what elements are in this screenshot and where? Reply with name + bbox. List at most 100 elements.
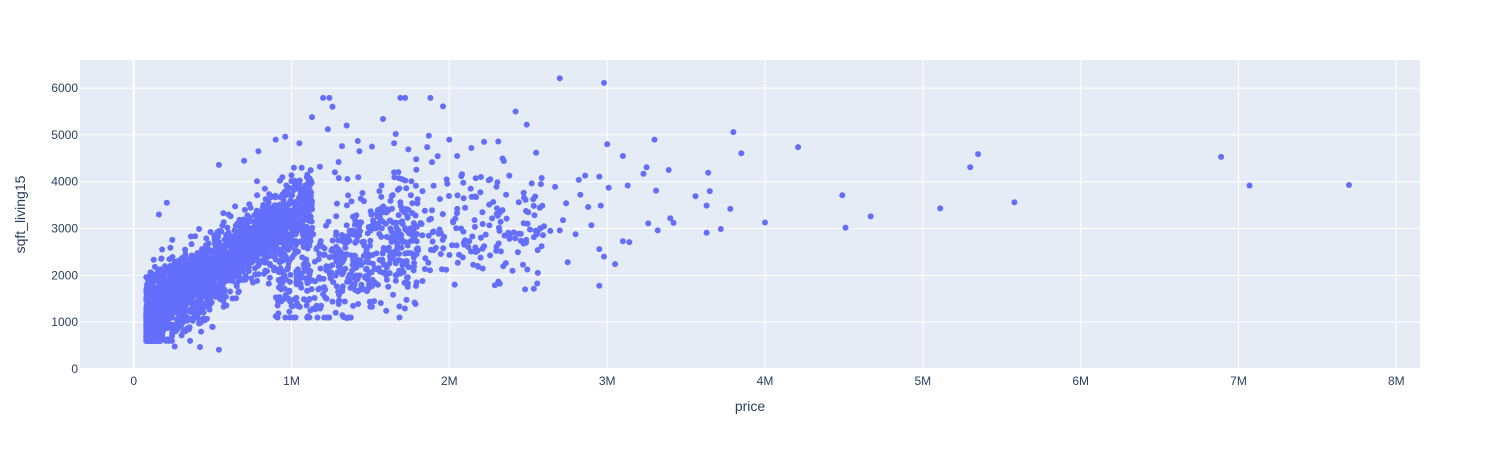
scatter-point bbox=[619, 238, 626, 245]
scatter-point bbox=[479, 221, 486, 227]
scatter-point bbox=[401, 305, 408, 312]
scatter-point bbox=[197, 300, 204, 307]
scatter-point bbox=[403, 296, 410, 303]
scatter-point bbox=[376, 188, 383, 195]
scatter-point bbox=[413, 251, 420, 258]
scatter-point bbox=[351, 281, 358, 288]
scatter-point bbox=[392, 272, 399, 279]
scatter-point bbox=[183, 265, 190, 272]
scatter-point bbox=[762, 219, 768, 226]
scatter-point bbox=[304, 217, 311, 224]
scatter-point bbox=[297, 220, 304, 227]
scatter-point bbox=[258, 227, 264, 233]
scatter-point bbox=[160, 300, 167, 307]
scatter-point bbox=[279, 269, 286, 276]
scatter-point bbox=[295, 198, 301, 204]
scatter-point bbox=[357, 257, 363, 264]
scatter-point bbox=[284, 266, 291, 273]
scatter-point bbox=[296, 303, 303, 310]
scatter-point bbox=[249, 259, 256, 266]
scatter-point bbox=[509, 267, 516, 274]
scatter-point bbox=[506, 235, 513, 242]
scatter-point bbox=[397, 199, 404, 206]
scatter-point bbox=[242, 250, 249, 257]
scatter-point bbox=[156, 305, 163, 312]
scatter-point bbox=[298, 164, 305, 171]
scatter-point bbox=[265, 199, 272, 206]
scatter-point bbox=[369, 283, 375, 290]
scatter-point bbox=[189, 317, 196, 324]
scatter-point bbox=[384, 206, 391, 213]
scatter-point bbox=[283, 230, 290, 237]
scatter-point bbox=[366, 242, 373, 249]
scatter-point bbox=[224, 224, 231, 231]
scatter-point bbox=[369, 277, 376, 283]
scatter-point bbox=[367, 237, 374, 244]
scatter-point bbox=[204, 315, 210, 322]
scatter-point bbox=[256, 258, 262, 264]
scatter-point bbox=[223, 241, 229, 248]
scatter-point bbox=[171, 343, 178, 350]
scatter-point bbox=[291, 182, 298, 189]
scatter-point bbox=[287, 243, 294, 250]
scatter-point bbox=[205, 256, 212, 263]
scatter-point bbox=[414, 245, 421, 252]
scatter-point bbox=[405, 207, 412, 213]
scatter-point bbox=[209, 323, 216, 330]
scatter-point bbox=[538, 243, 545, 250]
scatter-point bbox=[421, 207, 428, 214]
scatter-point bbox=[413, 156, 420, 163]
y-tick-labels: 0 1000 2000 3000 4000 5000 6000 bbox=[51, 81, 78, 376]
scatter-point bbox=[299, 209, 306, 215]
scatter-point bbox=[523, 121, 530, 128]
scatter-point bbox=[148, 323, 155, 330]
scatter-point bbox=[317, 238, 324, 245]
scatter-point bbox=[408, 250, 415, 257]
scatter-point bbox=[374, 207, 381, 213]
scatter-point bbox=[454, 153, 461, 159]
scatter-point bbox=[534, 280, 541, 287]
scatter-point bbox=[329, 262, 336, 269]
scatter-point bbox=[393, 219, 400, 226]
scatter-point bbox=[204, 242, 211, 249]
scatter-point bbox=[577, 191, 584, 198]
scatter-point bbox=[237, 267, 244, 274]
scatter-point bbox=[282, 314, 289, 321]
scatter-point bbox=[198, 328, 205, 335]
scatter-point bbox=[588, 222, 595, 229]
scatter-point bbox=[196, 226, 203, 232]
scatter-point bbox=[199, 249, 206, 255]
scatter-point bbox=[159, 246, 166, 253]
scatter-point bbox=[446, 252, 453, 258]
x-tick-label: 0 bbox=[130, 374, 137, 388]
scatter-point bbox=[285, 295, 292, 302]
scatter-point bbox=[456, 251, 463, 258]
scatter-point bbox=[169, 337, 175, 344]
scatter-point bbox=[471, 223, 478, 230]
scatter-point bbox=[355, 174, 362, 181]
scatter-point bbox=[333, 243, 340, 250]
scatter-point bbox=[262, 267, 269, 274]
scatter-point bbox=[282, 133, 289, 140]
scatter-point bbox=[329, 103, 336, 110]
scatter-point bbox=[503, 215, 510, 222]
scatter-point bbox=[212, 270, 219, 277]
scatter-point bbox=[339, 258, 346, 265]
scatter-point bbox=[333, 283, 340, 290]
scatter-point bbox=[1218, 153, 1225, 160]
scatter-point bbox=[547, 227, 554, 234]
scatter-point bbox=[378, 182, 385, 189]
scatter-point bbox=[337, 251, 344, 257]
scatter-point bbox=[465, 244, 472, 250]
scatter-point bbox=[215, 262, 222, 269]
scatter-point bbox=[329, 298, 336, 305]
scatter-point bbox=[500, 263, 507, 270]
scatter-point bbox=[528, 180, 535, 187]
scatter-point bbox=[203, 293, 210, 299]
scatter-point bbox=[232, 203, 239, 210]
scatter-point bbox=[727, 205, 734, 212]
scatter-point bbox=[533, 149, 540, 156]
scatter-point bbox=[313, 302, 320, 309]
scatter-point bbox=[497, 248, 504, 255]
scatter-point bbox=[597, 202, 604, 209]
